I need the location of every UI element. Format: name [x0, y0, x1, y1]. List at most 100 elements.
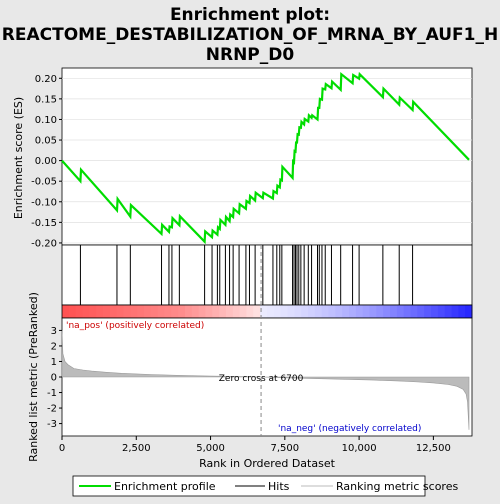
colorbar-segment — [178, 305, 185, 318]
chart-title-line2: REACTOME_DESTABILIZATION_OF_MRNA_BY_AUF1… — [2, 25, 498, 45]
colorbar-segment — [240, 305, 247, 318]
colorbar-segment — [130, 305, 137, 318]
es-y-tick-label: 0.20 — [35, 74, 57, 85]
es-y-tick-label: 0.10 — [35, 115, 57, 126]
colorbar-segment — [301, 305, 308, 318]
legend-ranking-label: Ranking metric scores — [336, 480, 458, 493]
colorbar-segment — [452, 305, 459, 318]
colorbar-segment — [226, 305, 233, 318]
colorbar-segment — [96, 305, 103, 318]
colorbar-segment — [69, 305, 76, 318]
colorbar-segment — [247, 305, 254, 318]
colorbar-segment — [404, 305, 411, 318]
es-y-tick-label: 0.05 — [35, 136, 57, 147]
colorbar-segment — [411, 305, 418, 318]
legend-hits-label: Hits — [268, 480, 290, 493]
colorbar-segment — [233, 305, 240, 318]
colorbar-segment — [281, 305, 288, 318]
rank-y-tick-label: 3 — [51, 326, 57, 337]
colorbar-segment — [103, 305, 110, 318]
colorbar-segment — [417, 305, 424, 318]
colorbar-segment — [342, 305, 349, 318]
colorbar-segment — [274, 305, 281, 318]
es-panel — [62, 68, 472, 245]
colorbar-segment — [294, 305, 301, 318]
pos-correlated-label: 'na_pos' (positively correlated) — [66, 321, 204, 331]
colorbar-segment — [165, 305, 172, 318]
colorbar-segment — [445, 305, 452, 318]
colorbar-segment — [137, 305, 144, 318]
colorbar-segment — [219, 305, 226, 318]
colorbar-segment — [62, 305, 69, 318]
colorbar-segment — [329, 305, 336, 318]
colorbar-segment — [171, 305, 178, 318]
rank-x-ticks: 0 2,500 5,000 7,500 10,000 12,500 — [59, 436, 451, 454]
colorbar-segment — [206, 305, 213, 318]
rank-y-tick-label: 2 — [51, 341, 57, 352]
colorbar-segment — [144, 305, 151, 318]
colorbar-segment — [253, 305, 260, 318]
colorbar-segment — [267, 305, 274, 318]
colorbar-segment — [151, 305, 158, 318]
colorbar-segment — [458, 305, 465, 318]
es-y-tick-label: -0.15 — [31, 218, 57, 229]
colorbar-segment — [335, 305, 342, 318]
rank-x-tick-label: 0 — [59, 443, 65, 454]
rank-colorbar — [62, 305, 473, 318]
colorbar-segment — [370, 305, 377, 318]
colorbar-segment — [89, 305, 96, 318]
colorbar-segment — [117, 305, 124, 318]
colorbar-segment — [397, 305, 404, 318]
colorbar-segment — [199, 305, 206, 318]
colorbar-segment — [424, 305, 431, 318]
es-y-tick-label: -0.05 — [31, 177, 57, 188]
legend-enrichment-label: Enrichment profile — [114, 480, 216, 493]
chart-title-line1: Enrichment plot: — [170, 5, 330, 25]
colorbar-segment — [390, 305, 397, 318]
rank-y-tick-label: -1 — [47, 388, 57, 399]
rank-y-tick-label: -3 — [47, 419, 57, 430]
colorbar-segment — [308, 305, 315, 318]
colorbar-segment — [465, 305, 472, 318]
rank-y-ticks: -3 -2 -1 0 1 2 3 — [47, 326, 62, 430]
rank-x-tick-label: 2,500 — [122, 443, 151, 454]
rank-x-axis-label: Rank in Ordered Dataset — [199, 457, 336, 470]
es-y-tick-label: -0.20 — [31, 238, 57, 249]
rank-x-tick-label: 10,000 — [342, 443, 377, 454]
es-y-tick-label: -0.10 — [31, 197, 57, 208]
colorbar-segment — [431, 305, 438, 318]
colorbar-segment — [158, 305, 165, 318]
rank-y-tick-label: -2 — [47, 404, 57, 415]
colorbar-segment — [212, 305, 219, 318]
colorbar-segment — [124, 305, 131, 318]
neg-correlated-label: 'na_neg' (negatively correlated) — [278, 424, 421, 434]
rank-x-tick-label: 7,500 — [271, 443, 300, 454]
colorbar-segment — [76, 305, 83, 318]
colorbar-segment — [363, 305, 370, 318]
colorbar-segment — [288, 305, 295, 318]
colorbar-segment — [438, 305, 445, 318]
es-y-tick-label: 0.00 — [35, 156, 57, 167]
rank-y-tick-label: 1 — [51, 357, 57, 368]
es-y-tick-label: 0.15 — [35, 94, 57, 105]
es-y-axis-label: Enrichment score (ES) — [12, 97, 25, 219]
hits-panel — [62, 245, 472, 305]
colorbar-segment — [83, 305, 90, 318]
colorbar-segment — [376, 305, 383, 318]
rank-x-tick-label: 5,000 — [196, 443, 225, 454]
rank-x-tick-label: 12,500 — [416, 443, 451, 454]
rank-y-axis-label: Ranked list metric (PreRanked) — [27, 292, 40, 462]
es-y-ticks: -0.20 -0.15 -0.10 -0.05 0.00 0.05 0.10 0.15 0.20 — [31, 74, 62, 250]
colorbar-segment — [110, 305, 117, 318]
colorbar-segment — [322, 305, 329, 318]
chart-title-line3: NRNP_D0 — [206, 45, 295, 65]
colorbar-segment — [192, 305, 199, 318]
rank-y-tick-label: 0 — [51, 373, 57, 384]
zero-cross-label: Zero cross at 6700 — [219, 374, 304, 384]
colorbar-segment — [315, 305, 322, 318]
colorbar-segment — [185, 305, 192, 318]
colorbar-segment — [383, 305, 390, 318]
colorbar-segment — [349, 305, 356, 318]
colorbar-segment — [356, 305, 363, 318]
